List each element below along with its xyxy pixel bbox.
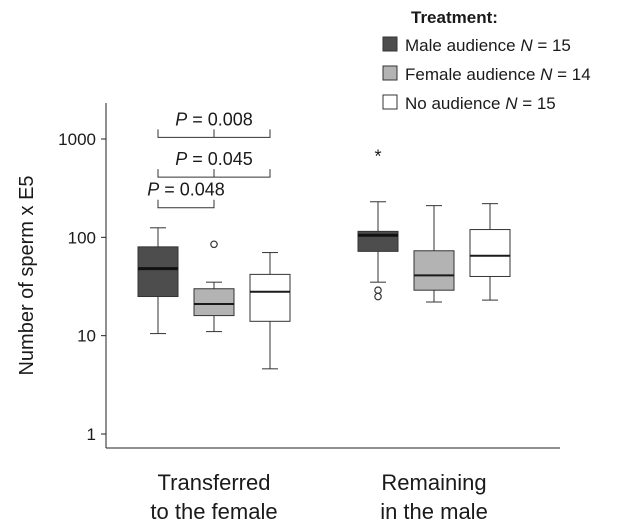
y-tick-label: 1000 xyxy=(58,130,96,149)
legend-swatch xyxy=(382,36,398,52)
y-tick-label: 1 xyxy=(87,425,96,444)
significance-layer: P = 0.008 P = 0.045 P = 0.048 xyxy=(147,109,271,209)
box-0-0 xyxy=(137,227,179,335)
comparison-bracket xyxy=(157,199,215,209)
outlier-point xyxy=(210,240,218,249)
x-category-label: Remaining xyxy=(381,470,486,495)
outlier-point xyxy=(374,292,382,301)
legend-label: Female audience N = 14 xyxy=(405,65,591,84)
box-0-1 xyxy=(193,240,235,333)
y-axis-label: Number of sperm x E5 xyxy=(16,175,38,375)
comparison-0: P = 0.008 xyxy=(157,109,271,138)
outlier-point xyxy=(374,286,382,294)
legend-item: No audience N = 15 xyxy=(382,94,556,113)
y-tick-label: 10 xyxy=(77,327,96,346)
comparison-2: P = 0.048 xyxy=(147,180,225,209)
legend-label: No audience N = 15 xyxy=(405,94,556,113)
x-category-label: to the female xyxy=(150,499,277,524)
axis-layer: 1 10 100 1000 Number of sperm x E5 Transferre… xyxy=(16,103,560,524)
box-1-1 xyxy=(413,205,455,303)
x-category-label: Transferred xyxy=(158,470,271,495)
p-value-label: P = 0.045 xyxy=(175,149,253,169)
extreme-point: * xyxy=(374,147,381,167)
box-body xyxy=(249,273,291,322)
y-tick-label: 100 xyxy=(68,228,96,247)
p-value-label: P = 0.048 xyxy=(147,180,225,200)
box-body xyxy=(469,229,511,277)
legend-label: Male audience N = 15 xyxy=(405,36,571,55)
legend-title: Treatment: xyxy=(411,8,498,27)
box-body xyxy=(193,288,235,317)
legend-swatch xyxy=(382,65,398,81)
box-0-2 xyxy=(249,252,291,370)
p-value-label: P = 0.008 xyxy=(175,109,253,129)
legend-item: Female audience N = 14 xyxy=(382,65,591,84)
x-category-label: in the male xyxy=(380,499,488,524)
box-body xyxy=(137,246,179,298)
legend-swatch xyxy=(382,94,398,110)
box-1-2 xyxy=(469,203,511,301)
box-layer: * xyxy=(137,147,511,370)
legend-item: Male audience N = 15 xyxy=(382,36,571,55)
box-1-0: * xyxy=(357,147,399,301)
box-body xyxy=(413,250,455,291)
legend: Treatment: Male audience N = 15 Female aud… xyxy=(382,8,591,113)
comparison-1: P = 0.045 xyxy=(157,149,271,178)
